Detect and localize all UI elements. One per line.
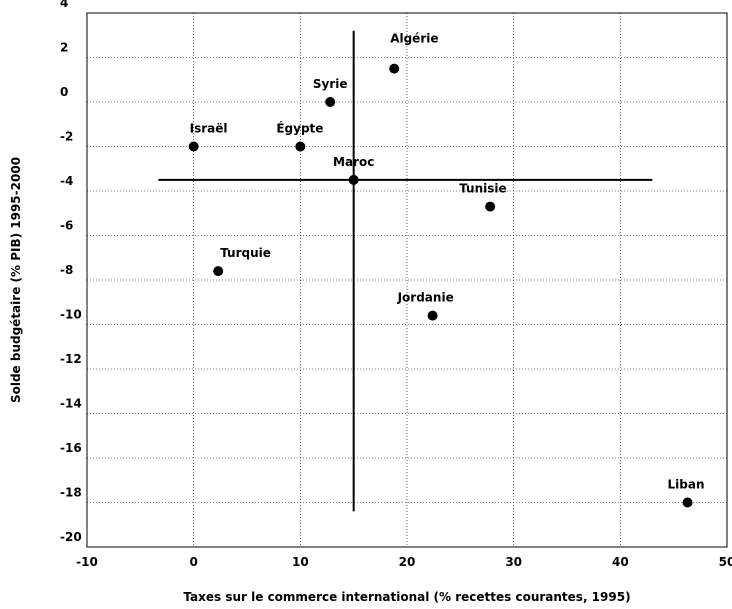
reference-lines	[158, 30, 653, 512]
data-point-label: Jordanie	[397, 291, 454, 305]
x-axis-label: Taxes sur le commerce international (% r…	[183, 590, 630, 604]
data-point	[295, 141, 306, 152]
x-tick-label: 10	[292, 555, 309, 569]
y-tick-label: -10	[60, 308, 82, 322]
x-tick-label: 40	[612, 555, 629, 569]
data-point	[389, 63, 400, 74]
y-tick-label: 4	[60, 0, 68, 10]
y-tick-label: -12	[60, 352, 82, 366]
data-point-label: Égypte	[276, 121, 323, 136]
data-point	[485, 201, 496, 212]
data-point-label: Syrie	[313, 77, 348, 91]
y-axis-label: Solde budgétaire (% PIB) 1995-2000	[9, 157, 23, 403]
x-tick-label: 20	[399, 555, 416, 569]
y-tick-label: -14	[60, 397, 82, 411]
data-point	[213, 266, 224, 277]
y-tick-label: -18	[60, 486, 82, 500]
y-tick-label: -20	[60, 530, 82, 544]
data-point	[682, 497, 693, 508]
data-point	[188, 141, 199, 152]
x-tick-label: 50	[719, 555, 732, 569]
data-point-label: Israël	[190, 122, 228, 136]
plot-frame	[86, 12, 728, 548]
data-point-label: Turquie	[220, 246, 271, 260]
y-tick-label: -2	[60, 130, 73, 144]
data-point	[427, 310, 438, 321]
y-tick-label: 0	[60, 85, 68, 99]
data-point-label: Tunisie	[459, 182, 506, 196]
y-tick-label: -6	[60, 219, 73, 233]
tick-labels: -10 0 10 20 30 40 50420-2-4-6-8-10-12-14-16-18…	[60, 0, 732, 569]
data-point	[325, 97, 336, 107]
data-points: Algérie Syrie Israël Égypte Maroc Tunisie Turq…	[188, 32, 705, 508]
data-point-label: Algérie	[390, 32, 438, 46]
data-point-label: Liban	[668, 478, 705, 492]
grid-lines	[87, 13, 727, 547]
x-tick-label: -10	[76, 555, 98, 569]
y-tick-label: -4	[60, 174, 73, 188]
y-tick-label: 2	[60, 41, 68, 55]
x-tick-label: 30	[505, 555, 522, 569]
y-tick-label: -16	[60, 441, 82, 455]
x-tick-label: 0	[189, 555, 197, 569]
data-point-label: Maroc	[333, 155, 374, 169]
y-tick-label: -8	[60, 263, 73, 277]
data-point	[348, 174, 359, 185]
